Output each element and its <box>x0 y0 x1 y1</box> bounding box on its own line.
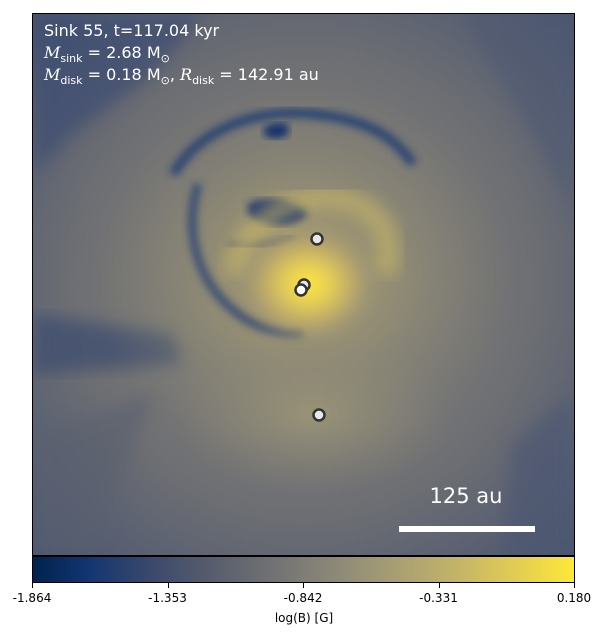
colorbar-tick-label: -0.842 <box>283 591 323 605</box>
solar-symbol: ⊙ <box>160 52 170 66</box>
colorbar-tick-label: -1.864 <box>12 591 52 605</box>
disk-mass-symbol: M <box>44 65 61 84</box>
field-image <box>33 14 574 555</box>
disk-mass-subscript: disk <box>60 74 83 88</box>
colorbar <box>32 556 575 583</box>
magnetic-field-map <box>32 13 575 556</box>
disk-mass-value: = 0.18 M <box>82 65 161 84</box>
disk-radius-subscript: disk <box>192 74 215 88</box>
sink-mass: Msink = 2.68 M⊙ <box>44 43 170 69</box>
colorbar-tick <box>32 583 33 588</box>
scale-bar <box>399 526 535 532</box>
sink-marker <box>312 408 326 422</box>
colorbar-tick <box>303 583 304 588</box>
sink-title: Sink 55, t=117.04 kyr <box>44 21 220 40</box>
colorbar-label: log(B) [G] <box>274 611 334 625</box>
disk-properties: Mdisk = 0.18 M⊙, Rdisk = 142.91 au <box>44 65 319 91</box>
solar-symbol: ⊙ <box>160 74 170 88</box>
colorbar-tick-label: -1.353 <box>148 591 187 605</box>
disk-radius-value: = 142.91 au <box>214 65 319 84</box>
colorbar-tick <box>574 583 575 588</box>
sink-mass-value: = 2.68 M <box>82 43 161 62</box>
separator: , <box>169 65 181 84</box>
colorbar-tick <box>167 583 169 588</box>
colorbar-tick-label: 0.180 <box>556 591 592 605</box>
colorbar-tick <box>438 583 440 588</box>
mass-symbol: M <box>44 43 61 62</box>
colorbar-tick-label: -0.331 <box>419 591 458 605</box>
disk-radius-symbol: R <box>180 65 193 84</box>
mass-subscript: sink <box>60 52 83 66</box>
scale-bar-label: 125 au <box>429 484 503 508</box>
sink-marker <box>294 283 308 297</box>
sink-marker <box>310 232 324 246</box>
